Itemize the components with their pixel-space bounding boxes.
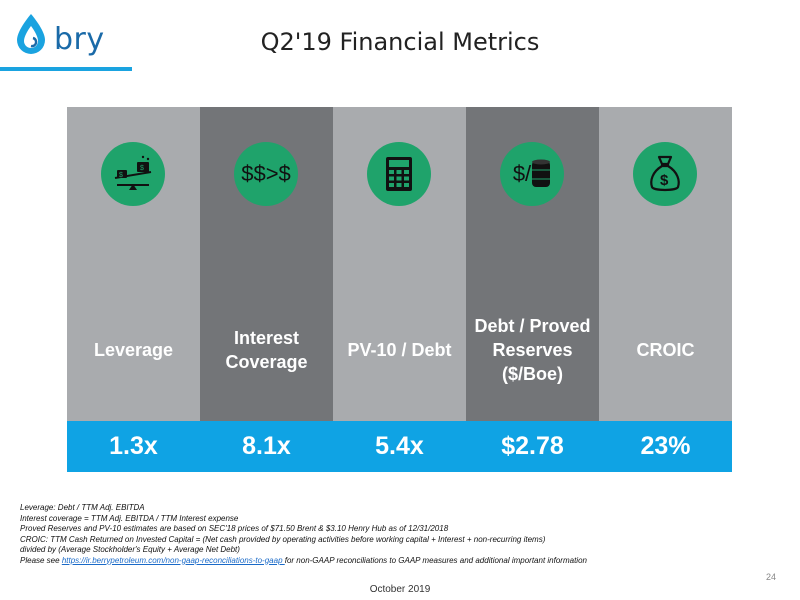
metric-label: Leverage — [93, 339, 174, 360]
footnote-reserves: Proved Reserves and PV-10 estimates are … — [20, 524, 449, 533]
oil-barrel-icon — [532, 159, 551, 187]
metric-label: Interest Coverage — [225, 327, 308, 372]
metric-column-leverage: $ $ Leverage — [67, 107, 200, 421]
page-number: 24 — [765, 572, 776, 582]
metric-label: Debt / Proved Reserves ($/Boe) — [474, 315, 591, 384]
icon-circle: $/ — [500, 142, 564, 206]
company-logo: bry — [14, 12, 134, 62]
metric-value-croic: 23% — [640, 432, 691, 460]
icon-circle — [367, 142, 431, 206]
metric-value-pv10-debt: 5.4x — [375, 432, 424, 460]
page-title: Q2'19 Financial Metrics — [260, 28, 540, 56]
metric-column-pv10-debt: PV-10 / Debt — [333, 107, 466, 421]
logo-wordmark: bry — [54, 22, 105, 57]
footnote-see-suffix: for non-GAAP reconciliations to GAAP mea… — [284, 555, 587, 565]
header-divider — [0, 67, 132, 71]
footnote-interest: Interest coverage = TTM Adj. EBITDA / TT… — [20, 513, 239, 523]
water-drop-logo-icon — [17, 14, 45, 54]
metric-value-interest-coverage: 8.1x — [242, 432, 291, 460]
dollar-comparison-icon: $$>$ — [241, 161, 291, 186]
footnote-croic-cont: divided by (Average Stockholder's Equity… — [20, 545, 240, 554]
footer-date: October 2019 — [369, 584, 431, 595]
svg-text:$: $ — [140, 165, 144, 172]
footnote-see-prefix: Please see — [20, 555, 62, 565]
footnote-croic: CROIC: TTM Cash Returned on Invested Cap… — [20, 534, 546, 544]
metric-column-interest-coverage: $$>$ Interest Coverage — [200, 107, 333, 421]
footnote-see-link: Please see https://ir.berrypetroleum.com… — [20, 556, 780, 567]
footnote-leverage: Leverage: Debt / TTM Adj. EBITDA — [20, 503, 145, 512]
footnotes: Leverage: Debt / TTM Adj. EBITDA Interes… — [20, 503, 780, 566]
scale-balance-icon: $ $ — [114, 155, 152, 190]
dollar-per-barrel-icon: $/ — [512, 161, 532, 186]
icon-circle: $$>$ — [234, 142, 298, 206]
metric-label: PV-10 / Debt — [347, 339, 452, 360]
icon-circle: $ — [633, 142, 697, 206]
metric-column-debt-reserves: $/ Debt / Proved Reserves ($/Boe) — [466, 107, 599, 421]
metric-value-debt-reserves: $2.78 — [501, 432, 564, 460]
metric-column-croic: $ CROIC — [599, 107, 732, 421]
metrics-panel: $ $ Leverage $$>$ Interest Coverage — [67, 107, 732, 472]
metric-values-bar: 1.3x 8.1x 5.4x $2.78 23% — [67, 421, 732, 472]
metric-value-leverage: 1.3x — [109, 432, 158, 460]
non-gaap-link[interactable]: https://ir.berrypetroleum.com/non-gaap-r… — [61, 555, 285, 565]
calculator-icon — [386, 157, 412, 191]
money-bag-icon: $ — [650, 155, 680, 192]
svg-text:$: $ — [660, 172, 669, 189]
metric-label: CROIC — [636, 339, 695, 360]
svg-text:$: $ — [119, 172, 123, 179]
icon-circle: $ $ — [101, 142, 165, 206]
